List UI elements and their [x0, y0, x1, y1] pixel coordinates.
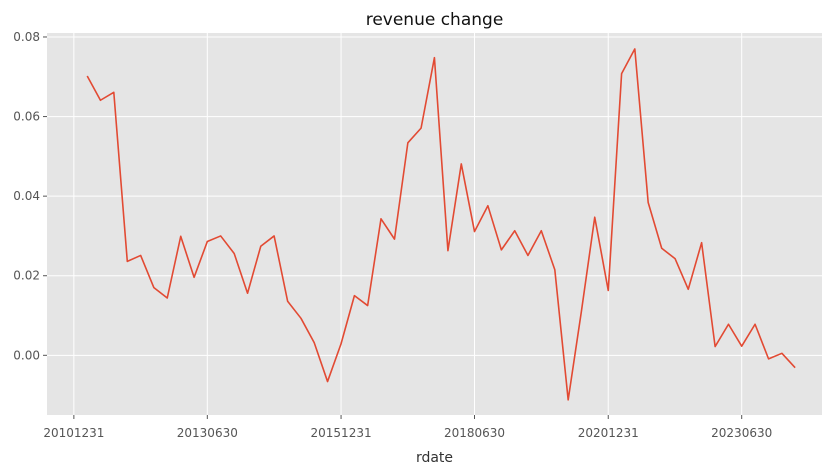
y-tick-label: 0.02 — [13, 269, 40, 283]
grid-lines — [47, 33, 822, 415]
x-tick-label: 20230630 — [711, 426, 772, 440]
x-tick-label: 20101231 — [43, 426, 104, 440]
y-axis-ticks: 0.00 0.02 0.04 0.06 0.08 — [13, 30, 47, 362]
x-axis-title: rdate — [416, 450, 453, 466]
x-axis-ticks: 20101231 20130630 20151231 20180630 20201231… — [43, 415, 772, 440]
x-tick-label: 20201231 — [578, 426, 639, 440]
y-tick-label: 0.00 — [13, 348, 40, 362]
x-tick-label: 20151231 — [311, 426, 372, 440]
y-tick-label: 0.06 — [13, 110, 40, 124]
x-tick-label: 20130630 — [177, 426, 238, 440]
x-tick-label: 20180630 — [444, 426, 505, 440]
y-tick-label: 0.08 — [13, 30, 40, 44]
series-line — [86, 48, 796, 401]
plot-area — [47, 33, 822, 415]
chart-title: revenue change — [366, 10, 504, 30]
series-group — [86, 48, 796, 401]
y-tick-label: 0.04 — [13, 189, 40, 203]
